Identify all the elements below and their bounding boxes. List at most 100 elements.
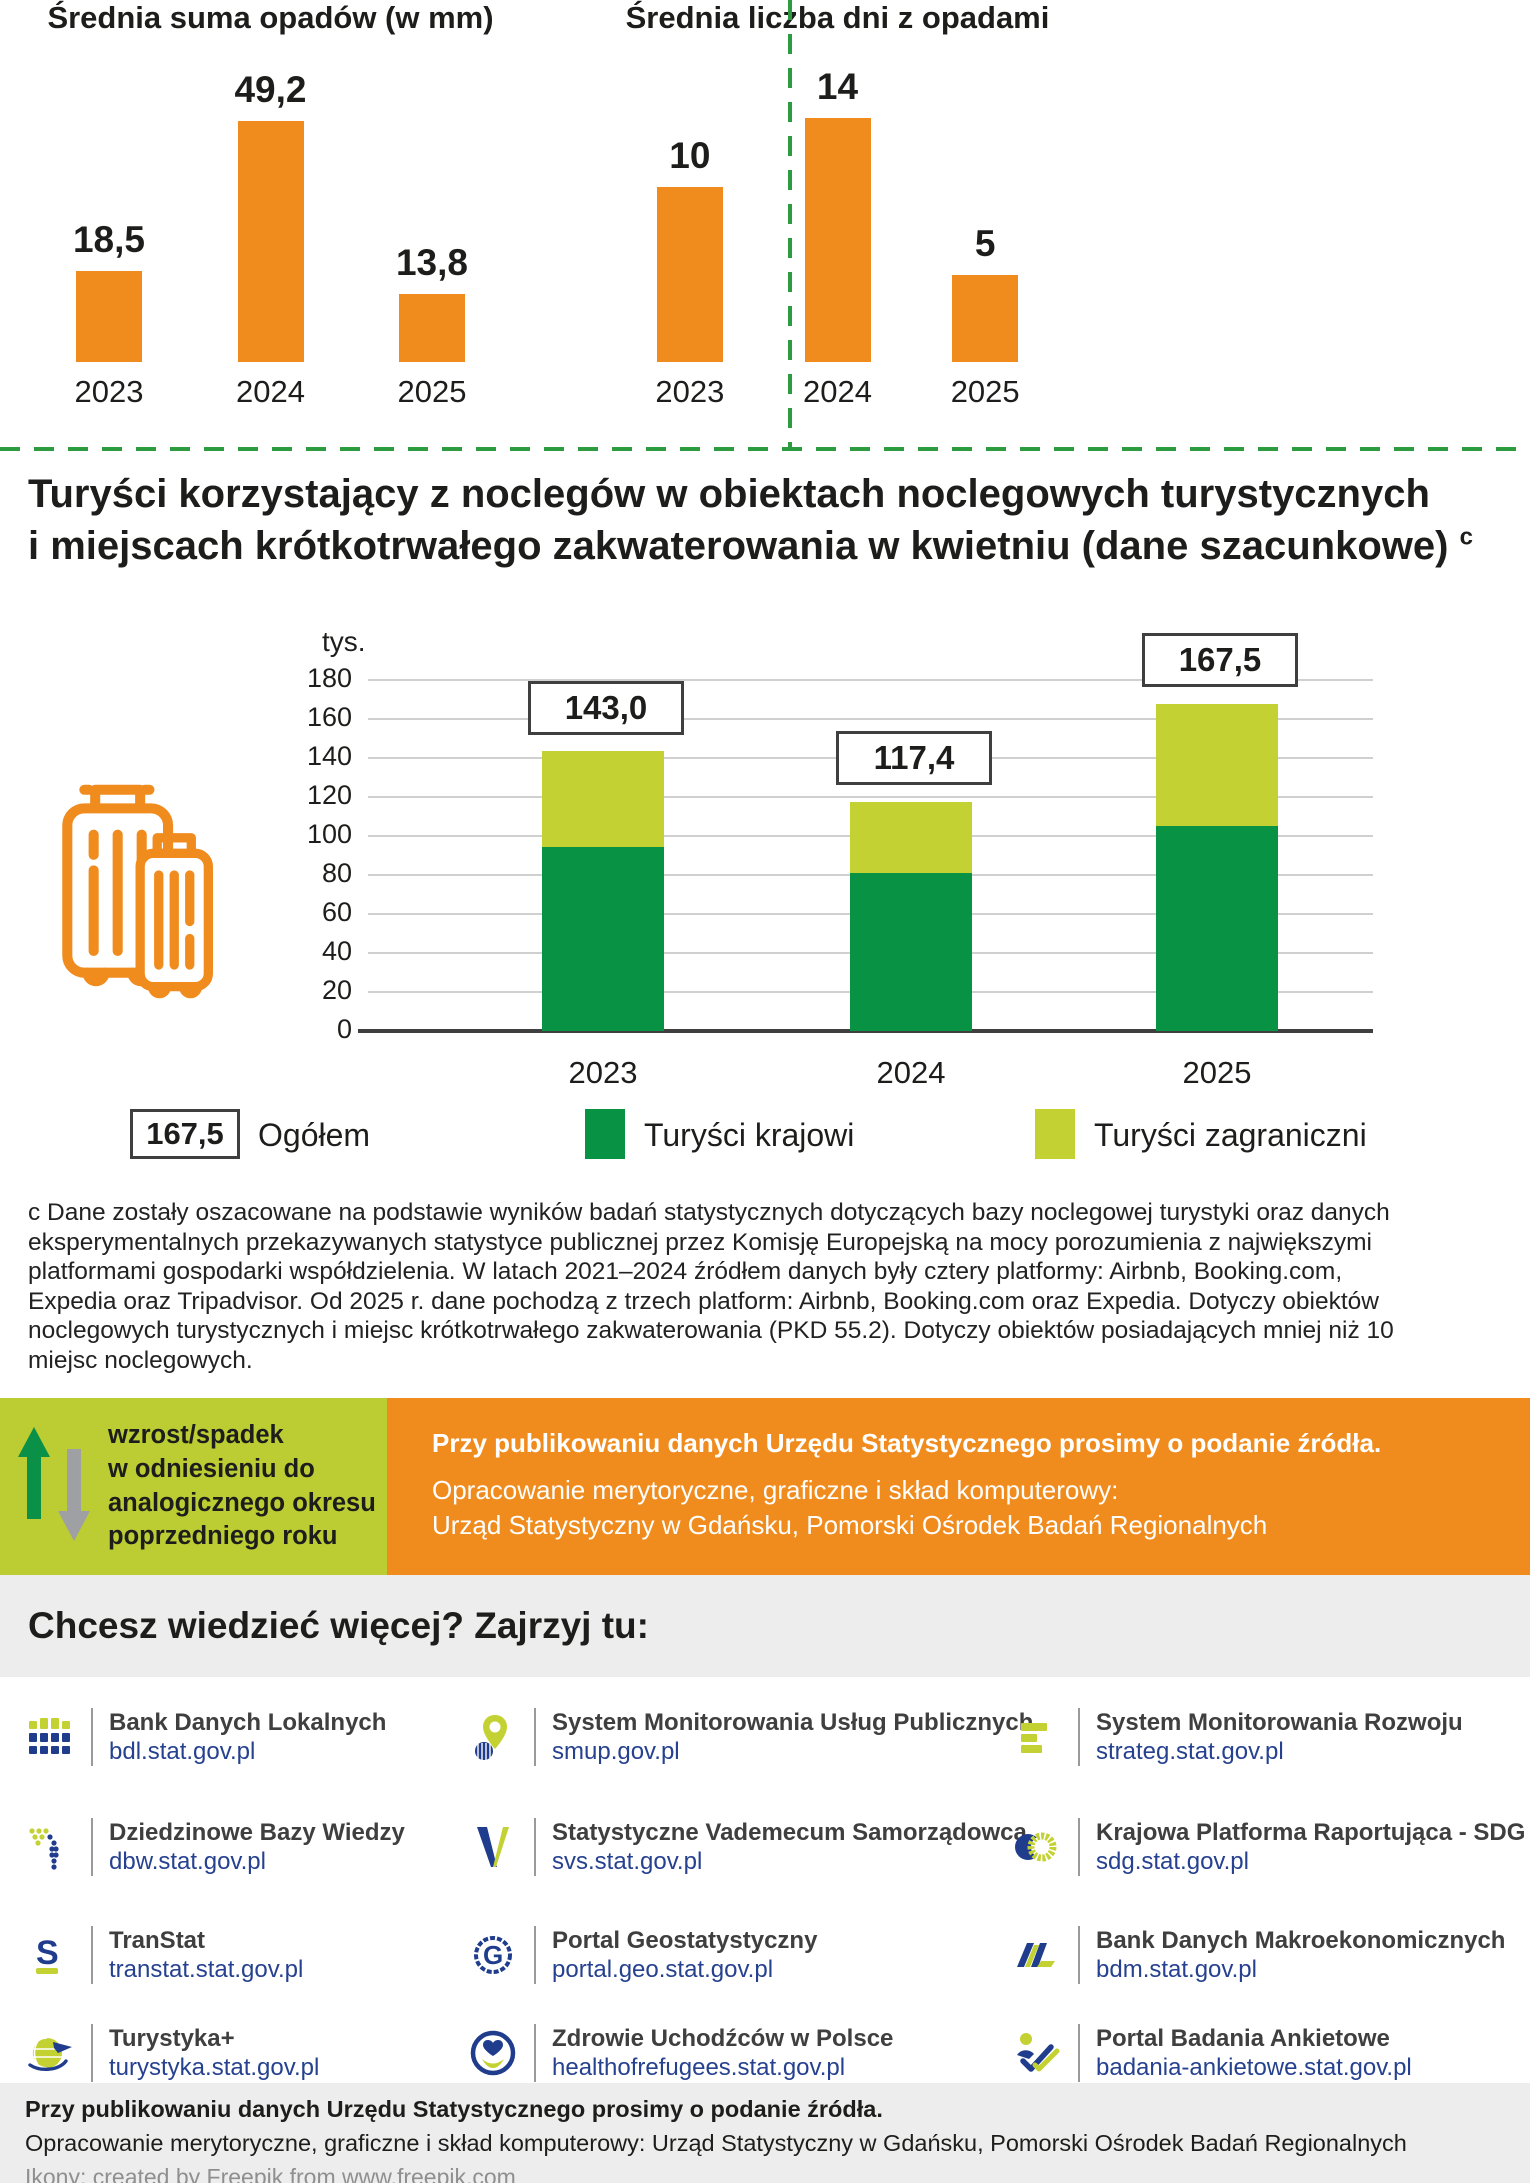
divider — [91, 1926, 93, 1984]
link-svs[interactable]: Statystyczne Vademecum Samorządowca svs.s… — [468, 1811, 1027, 1883]
heart-hands-icon — [468, 2028, 518, 2078]
footer-credit: Opracowanie merytoryczne, graficzne i sk… — [25, 2130, 1407, 2156]
link-url[interactable]: bdm.stat.gov.pl — [1096, 1956, 1257, 1983]
footnote-text: c Dane zostały oszacowane na podstawie w… — [28, 1199, 1394, 1374]
bar-cell: 5 — [911, 223, 1059, 362]
bar-cell: 14 — [764, 66, 912, 362]
more-info-heading: Chcesz wiedzieć więcej? Zajrzyj tu: — [28, 1605, 649, 1646]
bar-value-label: 49,2 — [234, 69, 307, 110]
link-url[interactable]: bdl.stat.gov.pl — [109, 1738, 256, 1765]
divider — [1078, 1708, 1080, 1766]
segment-foreign — [542, 751, 664, 847]
link-url[interactable]: smup.gov.pl — [552, 1738, 680, 1765]
link-url[interactable]: dbw.stat.gov.pl — [109, 1848, 266, 1875]
x-axis-labels: 2023 2024 2025 — [28, 374, 513, 410]
gridline — [368, 796, 1373, 798]
y-tick: 80 — [321, 858, 352, 888]
divider — [534, 1818, 536, 1876]
y-tick: 100 — [306, 819, 352, 849]
link-bdm[interactable]: Bank Danych Makroekonomicznych bdm.stat.g… — [1012, 1919, 1505, 1991]
stacked-bar-2025 — [1156, 704, 1278, 1031]
link-url[interactable]: svs.stat.gov.pl — [552, 1848, 703, 1875]
link-turystyka[interactable]: Turystyka+ turystyka.stat.gov.pl — [25, 2017, 319, 2089]
bar-cell: 49,2 — [196, 69, 346, 362]
link-title: System Monitorowania Rozwoju — [1096, 1709, 1463, 1736]
link-title: Portal Geostatystyczny — [552, 1927, 818, 1954]
credit-line-2: Urząd Statystyczny w Gdańsku, Pomorski O… — [432, 1510, 1268, 1541]
link-dbw[interactable]: Dziedzinowe Bazy Wiedzy dbw.stat.gov.pl — [25, 1811, 405, 1883]
legend-label-foreign: Turyści zagraniczni — [1094, 1117, 1367, 1153]
y-tick: 140 — [306, 741, 352, 771]
bar-value-label: 14 — [816, 66, 859, 107]
map-pin-icon — [468, 1712, 518, 1762]
link-url[interactable]: sdg.stat.gov.pl — [1096, 1848, 1249, 1875]
y-tick: 0 — [336, 1014, 352, 1044]
person-check-icon — [1012, 2028, 1062, 2078]
footer-icons-credit: Ikony: created by Freepik from www.freep… — [25, 2164, 516, 2183]
chart-title: Średnia liczba dni z opadami — [625, 0, 1050, 35]
letter-s-icon: S — [25, 1930, 75, 1980]
bar-2023 — [656, 187, 723, 362]
source-banner: wzrost/spadek w odniesieniu do analogicz… — [0, 1398, 1530, 1575]
svg-text:G: G — [483, 1940, 503, 1970]
link-title: Turystyka+ — [109, 2025, 235, 2052]
legend-total-box: 167,5 — [130, 1109, 240, 1159]
footer-source-request: Przy publikowaniu danych Urzędu Statysty… — [25, 2096, 883, 2122]
chart-precipitation-days: Średnia liczba dni z opadami 10 14 5 202… — [610, 0, 1065, 450]
link-badania-ankietowe[interactable]: Portal Badania Ankietowe badania-ankietow… — [1012, 2017, 1412, 2089]
link-bdl[interactable]: Bank Danych Lokalnych bdl.stat.gov.pl — [25, 1701, 386, 1773]
link-title: Zdrowie Uchodźców w Polsce — [552, 2025, 894, 2052]
link-transtat[interactable]: S TranStat transtat.stat.gov.pl — [25, 1919, 303, 1991]
source-request: Przy publikowaniu danych Urzędu Statysty… — [432, 1428, 1382, 1458]
bar-2024 — [237, 121, 304, 362]
link-title: Statystyczne Vademecum Samorządowca — [552, 1819, 1027, 1846]
link-geoportal[interactable]: G Portal Geostatystyczny portal.geo.stat.… — [468, 1919, 817, 1991]
bar-group: 18,5 49,2 13,8 — [28, 40, 513, 362]
link-url[interactable]: turystyka.stat.gov.pl — [109, 2054, 320, 2081]
bar-group: 10 14 5 — [610, 40, 1065, 362]
link-sdg[interactable]: Krajowa Platforma Raportująca - SDG sdg.s… — [1012, 1811, 1525, 1883]
y-axis-unit: tys. — [322, 626, 366, 657]
x-axis-labels: 2023 2024 2025 — [610, 374, 1065, 410]
divider — [1078, 2024, 1080, 2082]
total-label-2024: 117,4 — [836, 731, 992, 785]
chart-precipitation-sum: Średnia suma opadów (w mm) 18,5 49,2 13,… — [28, 0, 513, 450]
segment-foreign — [1156, 704, 1278, 826]
segment-domestic — [850, 873, 972, 1031]
footnote-marker: c — [1459, 523, 1473, 551]
horizontal-dashed-divider — [0, 447, 1530, 451]
bar-2023 — [76, 271, 142, 362]
link-health-refugees[interactable]: Zdrowie Uchodźców w Polsce healthofrefuge… — [468, 2017, 893, 2089]
divider — [91, 1708, 93, 1766]
growth-legend-text: wzrost/spadek w odniesieniu do analogicz… — [108, 1419, 376, 1554]
divider — [534, 1926, 536, 1984]
gridline — [368, 679, 1373, 681]
segment-domestic — [542, 847, 664, 1031]
divider — [91, 1818, 93, 1876]
link-url[interactable]: healthofrefugees.stat.gov.pl — [552, 2054, 846, 2081]
y-tick: 20 — [321, 975, 352, 1005]
legend-total-label: Ogółem — [258, 1117, 371, 1153]
link-title: Krajowa Platforma Raportująca - SDG — [1096, 1819, 1526, 1846]
year-label: 2024 — [803, 374, 872, 409]
link-title: TranStat — [109, 1927, 206, 1954]
bar-value-label: 18,5 — [72, 219, 145, 260]
link-title: System Monitorowania Usług Publicznych — [552, 1709, 1034, 1736]
link-url[interactable]: portal.geo.stat.gov.pl — [552, 1956, 774, 1983]
link-url[interactable]: badania-ankietowe.stat.gov.pl — [1096, 2054, 1412, 2081]
year-label: 2025 — [950, 374, 1020, 409]
bar-cell: 13,8 — [357, 242, 507, 362]
link-url[interactable]: transtat.stat.gov.pl — [109, 1956, 304, 1983]
link-url[interactable]: strateg.stat.gov.pl — [1096, 1738, 1284, 1765]
link-smup[interactable]: System Monitorowania Usług Publicznych sm… — [468, 1701, 1033, 1773]
letter-m-icon — [1012, 1930, 1062, 1980]
segment-domestic — [1156, 826, 1278, 1031]
growth-legend-box: wzrost/spadek w odniesieniu do analogicz… — [0, 1398, 387, 1575]
data-grid-icon — [25, 1712, 75, 1762]
year-label: 2025 — [397, 374, 467, 409]
vertical-dashed-divider — [788, 0, 792, 448]
link-strateg[interactable]: System Monitorowania Rozwoju strateg.stat… — [1012, 1701, 1463, 1773]
divider — [534, 1708, 536, 1766]
growth-line: poprzedniego roku — [108, 1522, 338, 1551]
